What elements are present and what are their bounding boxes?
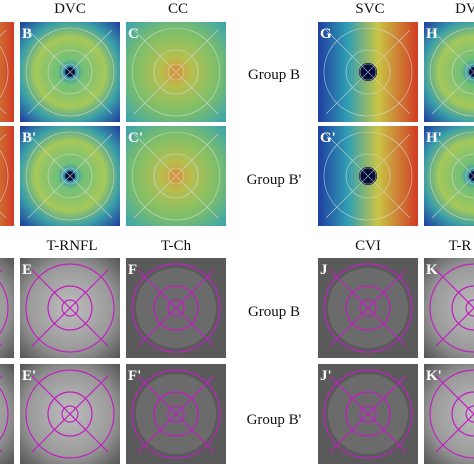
image-panel	[20, 258, 120, 358]
panel-label: G'	[320, 130, 336, 146]
panel-label: E	[22, 262, 32, 278]
column-header: CC	[168, 1, 188, 17]
column-header: DVC	[54, 1, 86, 17]
panel-label: G	[320, 26, 332, 42]
panel-label: B	[22, 26, 32, 42]
panel-label: E'	[22, 368, 36, 384]
image-panel	[318, 258, 418, 358]
panel-label: F	[128, 262, 137, 278]
image-panel	[0, 22, 14, 122]
column-header: DV	[455, 1, 474, 17]
panel-label: H	[426, 26, 438, 42]
panel-label: H'	[426, 130, 442, 146]
image-panel	[126, 22, 226, 122]
column-header: SVC	[355, 1, 384, 17]
image-panel	[318, 364, 418, 464]
panel-label: J	[320, 262, 328, 278]
panel-label: B'	[22, 130, 36, 146]
panel-label: F'	[128, 368, 141, 384]
panel-label: J'	[320, 368, 332, 384]
column-header: T-Ch	[161, 238, 192, 254]
image-panel	[0, 126, 14, 226]
column-header: CVI	[355, 238, 381, 254]
panel-label: C'	[128, 130, 143, 146]
group-label: Group B'	[247, 412, 302, 428]
group-label: Group B	[248, 304, 300, 320]
group-label: Group B	[248, 67, 300, 83]
panel-label: C	[128, 26, 139, 42]
image-panel	[318, 22, 418, 122]
column-header: T-RNFL	[46, 238, 97, 254]
panel-label: K	[426, 262, 438, 278]
image-panel	[0, 258, 14, 358]
group-label: Group B'	[247, 172, 302, 188]
image-panel	[0, 364, 14, 464]
image-panel	[20, 22, 120, 122]
image-panel	[126, 258, 226, 358]
panel-label: K'	[426, 368, 442, 384]
column-header: T-R	[449, 238, 472, 254]
